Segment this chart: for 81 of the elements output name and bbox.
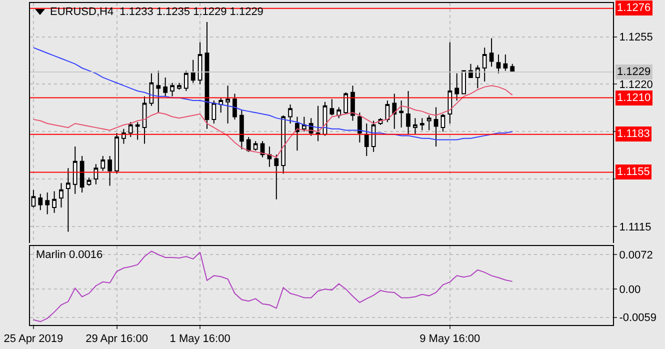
candlestick (399, 100, 404, 128)
candlestick (253, 140, 258, 152)
x-tick-label: 1 May 16:00 (170, 333, 230, 346)
candlestick (108, 155, 112, 186)
candlestick (274, 154, 279, 200)
candlestick (59, 182, 64, 208)
candlestick (128, 122, 133, 138)
candlestick (72, 146, 78, 194)
line-series (32, 250, 513, 322)
y-tick-label: 0.00 (619, 284, 641, 296)
candlestick (190, 59, 196, 84)
candlestick (170, 82, 174, 97)
candlestick (86, 177, 92, 186)
candlestick (114, 132, 119, 174)
candlestick (406, 90, 410, 135)
candlestick (239, 109, 244, 150)
ref-line-label: 1.1210 (617, 92, 651, 104)
candlestick (232, 93, 237, 120)
candlestick (420, 118, 424, 131)
candlestick (364, 123, 369, 156)
x-tick-label: 25 Apr 2019 (4, 333, 64, 346)
candlestick (52, 190, 56, 214)
candlestick (100, 155, 106, 172)
y-tick-label: -0.0059 (619, 312, 657, 324)
candlestick (496, 54, 501, 74)
y-tick-label: 1.1220 (619, 79, 653, 92)
candlestick (392, 93, 397, 130)
candlestick (267, 146, 272, 168)
candlestick (163, 76, 168, 97)
candlestick (226, 85, 230, 124)
candlestick (212, 100, 216, 124)
candlestick (38, 193, 43, 211)
candlestick (350, 85, 355, 122)
ref-line-label: 1.1276 (617, 2, 651, 14)
candlestick (135, 122, 140, 140)
chart-title: EURUSD,H4 1.1233 1.1235 1.1229 1.1229 (50, 6, 264, 18)
candlestick (330, 98, 334, 116)
candlestick (156, 70, 161, 114)
candlestick (288, 104, 292, 124)
candlestick (440, 114, 446, 132)
candlestick (454, 72, 460, 101)
candlestick (184, 70, 188, 92)
candlestick (385, 100, 390, 123)
candlestick (336, 106, 342, 119)
candlestick (80, 155, 84, 194)
candlestick (482, 47, 487, 82)
candlestick (316, 105, 320, 142)
candlestick (413, 118, 418, 135)
x-tick-label: 29 Apr 16:00 (86, 333, 148, 346)
chart-title: Marlin 0.0016 (36, 249, 103, 261)
line-series (32, 85, 513, 158)
candlestick (45, 192, 50, 215)
candlestick (489, 38, 494, 68)
candlestick (426, 114, 432, 131)
candlestick (462, 70, 466, 94)
ref-line-label: 1.1183 (617, 128, 650, 140)
candlestick (246, 136, 251, 152)
candlestick (295, 116, 300, 152)
candlestick (177, 82, 182, 90)
candlestick (94, 164, 98, 185)
y-tick-label: 1.1115 (619, 221, 652, 234)
candlestick (475, 64, 480, 89)
candlestick (434, 106, 438, 148)
candlestick (503, 54, 508, 72)
y-tick-label: 0.0072 (619, 249, 653, 262)
candlestick (204, 21, 210, 130)
x-tick-label: 9 May 16:00 (420, 333, 480, 346)
line-series (32, 47, 513, 140)
candlestick (344, 92, 348, 115)
candlestick (198, 42, 202, 85)
candlestick (357, 112, 362, 143)
ref-line-label: 1.1229 (617, 66, 651, 78)
candlestick (218, 97, 224, 114)
candlestick (66, 168, 70, 232)
candlestick (142, 96, 147, 144)
candlestick (468, 63, 473, 78)
candlestick (302, 116, 306, 132)
ref-line-label: 1.1155 (617, 166, 650, 178)
candlestick (281, 114, 286, 174)
y-tick-label: 1.1255 (619, 32, 653, 44)
candlestick (371, 120, 376, 152)
